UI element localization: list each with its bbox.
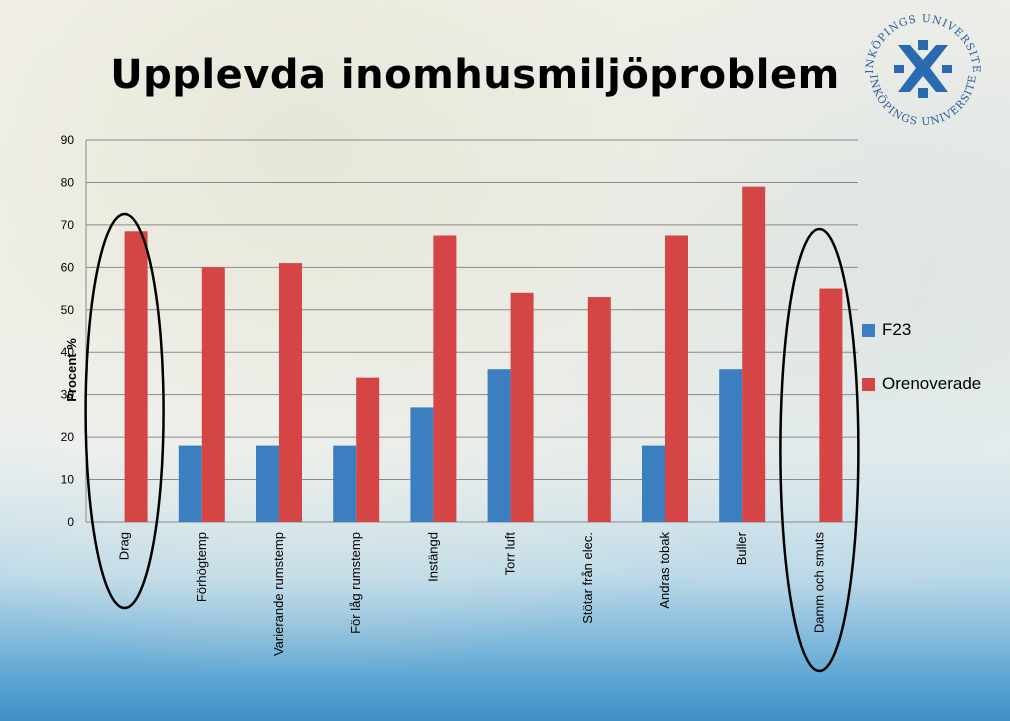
- legend-swatch-f23: [862, 323, 875, 337]
- y-tick-label-80: 80: [61, 175, 75, 189]
- category-label-5: Torr luft: [503, 532, 518, 576]
- legend-label-f23: F23: [882, 320, 912, 339]
- category-label-3: För låg rumstemp: [348, 532, 363, 634]
- category-label-6: Stötar från elec.: [580, 532, 595, 624]
- highlight-oval-1: [779, 227, 860, 673]
- bar-orenoverade-9: [819, 288, 843, 522]
- y-tick-label-50: 50: [61, 303, 75, 317]
- y-tick-label-70: 70: [61, 218, 75, 232]
- bar-f23-3: [333, 445, 357, 522]
- logo-emblem: [894, 40, 952, 98]
- y-axis-ticks: 0 10 20 30 40 50 60 70 80 90: [61, 133, 75, 529]
- y-axis-label: Procent %: [64, 338, 79, 402]
- legend-label-orenoverade: Orenoverade: [882, 374, 982, 393]
- bar-f23-1: [178, 445, 202, 522]
- y-tick-label-60: 60: [61, 260, 75, 274]
- y-tick-label-10: 10: [61, 473, 75, 487]
- chart-bars: [124, 186, 843, 522]
- y-tick-label-40: 40: [61, 345, 75, 359]
- bar-orenoverade-6: [587, 297, 611, 522]
- category-label-4: Instängd: [425, 532, 440, 582]
- category-label-0: Drag: [117, 532, 132, 560]
- highlight-ovals: [84, 212, 860, 673]
- category-label-9: Damm och smuts: [811, 532, 826, 634]
- bar-f23-5: [487, 369, 511, 522]
- y-tick-label-20: 20: [61, 430, 75, 444]
- bar-orenoverade-1: [201, 267, 225, 522]
- bar-orenoverade-8: [742, 186, 766, 522]
- legend-swatch-orenoverade: [862, 377, 875, 391]
- category-labels: Drag Förhögtemp Varierande rumstemp För låg…: [117, 531, 827, 656]
- bar-f23-8: [719, 369, 743, 522]
- category-label-1: Förhögtemp: [194, 532, 209, 602]
- bar-orenoverade-5: [510, 292, 534, 522]
- bar-orenoverade-3: [356, 377, 380, 522]
- highlight-oval-0: [84, 212, 165, 610]
- bar-f23-7: [642, 445, 665, 522]
- category-label-8: Buller: [734, 531, 749, 565]
- university-logo: LINKÖPINGS UNIVERSITET LINKÖPINGS UNIVER…: [858, 10, 981, 128]
- legend-item-orenoverade: Orenoverade: [862, 372, 981, 396]
- bar-f23-4: [410, 407, 434, 522]
- y-tick-label-0: 0: [67, 515, 74, 529]
- legend-item-f23: F23: [862, 318, 981, 342]
- bar-orenoverade-7: [665, 235, 688, 522]
- category-label-2: Varierande rumstemp: [271, 532, 286, 656]
- page-title: Upplevda inomhusmiljöproblem: [110, 52, 840, 98]
- bar-orenoverade-0: [124, 231, 148, 522]
- y-tick-label-90: 90: [61, 133, 75, 147]
- bar-f23-2: [256, 445, 279, 522]
- bar-orenoverade-2: [279, 263, 302, 522]
- category-label-7: Andras tobak: [657, 532, 672, 609]
- bar-orenoverade-4: [433, 235, 457, 522]
- legend: F23 Orenoverade: [862, 318, 981, 426]
- y-tick-label-30: 30: [61, 388, 75, 402]
